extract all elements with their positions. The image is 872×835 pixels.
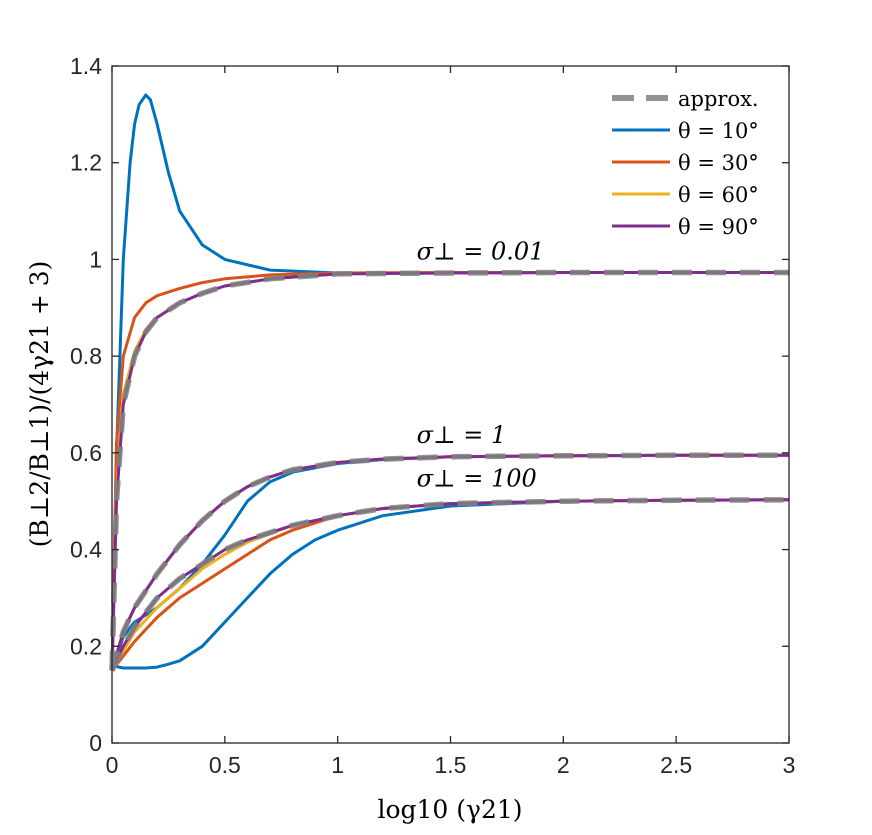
- y-axis-label: (B⊥2/B⊥1)/(4γ21 + 3): [25, 261, 54, 548]
- y-tick-label: 0.8: [70, 343, 102, 369]
- series-line-10-100: [111, 498, 790, 670]
- legend-label-90: θ = 90°: [678, 215, 759, 239]
- y-ticks: 0 0.2 0.4 0.6 0.8 1 1.2 1.4: [70, 53, 789, 756]
- x-tick-label: 2: [557, 752, 570, 778]
- x-tick-label: 2.5: [660, 752, 692, 778]
- x-axis-label-text: log10 (γ21): [377, 795, 522, 824]
- x-tick-label: 0.5: [209, 752, 241, 778]
- x-axis-label: log10 (γ21): [377, 795, 522, 824]
- y-tick-label: 1: [89, 246, 102, 272]
- y-tick-label: 1.4: [70, 53, 102, 79]
- x-tick-label: 1.5: [435, 752, 467, 778]
- curve-group-1: [109, 452, 789, 672]
- curves-layer: [109, 93, 790, 672]
- curve-group-100: [109, 497, 790, 672]
- y-tick-label: 0: [89, 730, 102, 756]
- y-tick-label: 0.2: [70, 633, 102, 659]
- x-tick-label: 0: [106, 752, 119, 778]
- series-line-approx-0p01: [109, 269, 789, 671]
- x-tick-label: 3: [783, 752, 796, 778]
- legend-label-10: θ = 10°: [678, 119, 759, 143]
- x-ticks: 0 0.5 1 1.5 2 2.5 3: [106, 66, 796, 778]
- legend-label-approxp: approx.: [678, 87, 759, 111]
- y-axis-label-text: (B⊥2/B⊥1)/(4γ21 + 3): [25, 261, 54, 548]
- annotation-0p01: σ⊥ = 0.01: [417, 237, 545, 265]
- legend-label-60: θ = 60°: [678, 183, 759, 207]
- series-line-approx-100: [109, 497, 790, 672]
- y-tick-label: 1.2: [70, 150, 102, 176]
- annotation-100: σ⊥ = 100: [417, 465, 537, 493]
- curve-group-0p01: [109, 93, 789, 671]
- legend-label-30: θ = 30°: [678, 151, 759, 175]
- y-tick-label: 0.4: [70, 537, 102, 563]
- x-tick-label: 1: [331, 752, 344, 778]
- legend: approx. θ = 10° θ = 30° θ = 60° θ = 90°: [604, 84, 782, 240]
- annotation-1: σ⊥ = 1: [417, 421, 507, 449]
- annotations: σ⊥ = 0.01 σ⊥ = 1 σ⊥ = 100: [417, 237, 545, 492]
- y-tick-label: 0.6: [70, 440, 102, 466]
- series-line-approx-1: [109, 452, 789, 672]
